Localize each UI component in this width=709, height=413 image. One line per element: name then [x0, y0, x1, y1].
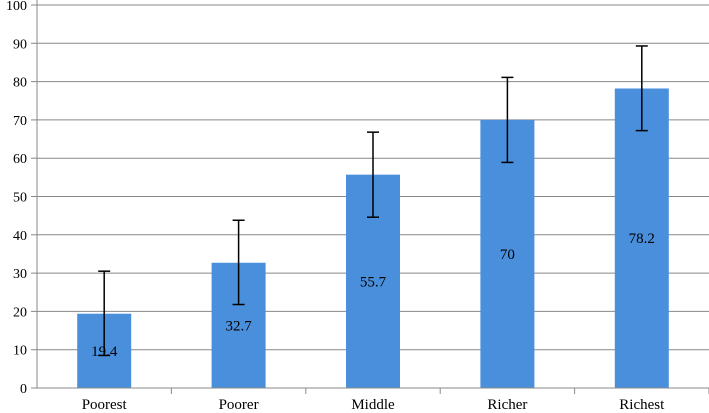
- y-tick-label: 80: [13, 76, 27, 91]
- y-tick-label: 50: [13, 191, 27, 206]
- error-bar-richer: [501, 76, 514, 164]
- x-tick-label-middle: Middle: [351, 397, 395, 413]
- x-tick-label-richer: Richer: [487, 397, 527, 413]
- x-tick-label-richest: Richest: [619, 397, 665, 413]
- y-tick-label: 40: [13, 229, 27, 244]
- y-tick-labels: 0 10 20 30 40 50 60 70 80 90 100: [6, 0, 27, 397]
- y-tick-label: 10: [13, 344, 27, 359]
- data-labels: 19.4 32.7 55.7 70 78.2: [91, 231, 655, 360]
- y-tick-label: 20: [13, 305, 27, 320]
- x-tick-label-poorest: Poorest: [82, 397, 128, 413]
- y-tick-label: 0: [20, 382, 27, 397]
- bar-richer: [480, 119, 535, 389]
- error-bar-middle: [367, 131, 379, 218]
- error-bar-poorest: [98, 270, 111, 357]
- bar-richest: [614, 88, 669, 388]
- y-tick-label: 90: [13, 37, 27, 52]
- error-bar-poorer: [232, 219, 245, 306]
- x-tick-labels: Poorest Poorer Middle Richer Richest: [82, 397, 665, 413]
- x-tick-label-poorer: Poorer: [219, 397, 259, 413]
- axes: [31, 0, 709, 394]
- error-bar-richest: [635, 45, 648, 132]
- y-tick-label: 60: [13, 152, 27, 167]
- error-bars: [98, 45, 648, 357]
- y-tick-label: 70: [13, 114, 27, 129]
- y-tick-label: 30: [13, 267, 27, 282]
- y-tick-label: 100: [6, 0, 27, 14]
- data-label-richer: 70: [500, 247, 515, 263]
- data-label-poorest: 19.4: [91, 344, 118, 360]
- data-label-middle: 55.7: [360, 274, 387, 290]
- data-label-poorer: 32.7: [225, 318, 252, 334]
- data-label-richest: 78.2: [629, 231, 655, 247]
